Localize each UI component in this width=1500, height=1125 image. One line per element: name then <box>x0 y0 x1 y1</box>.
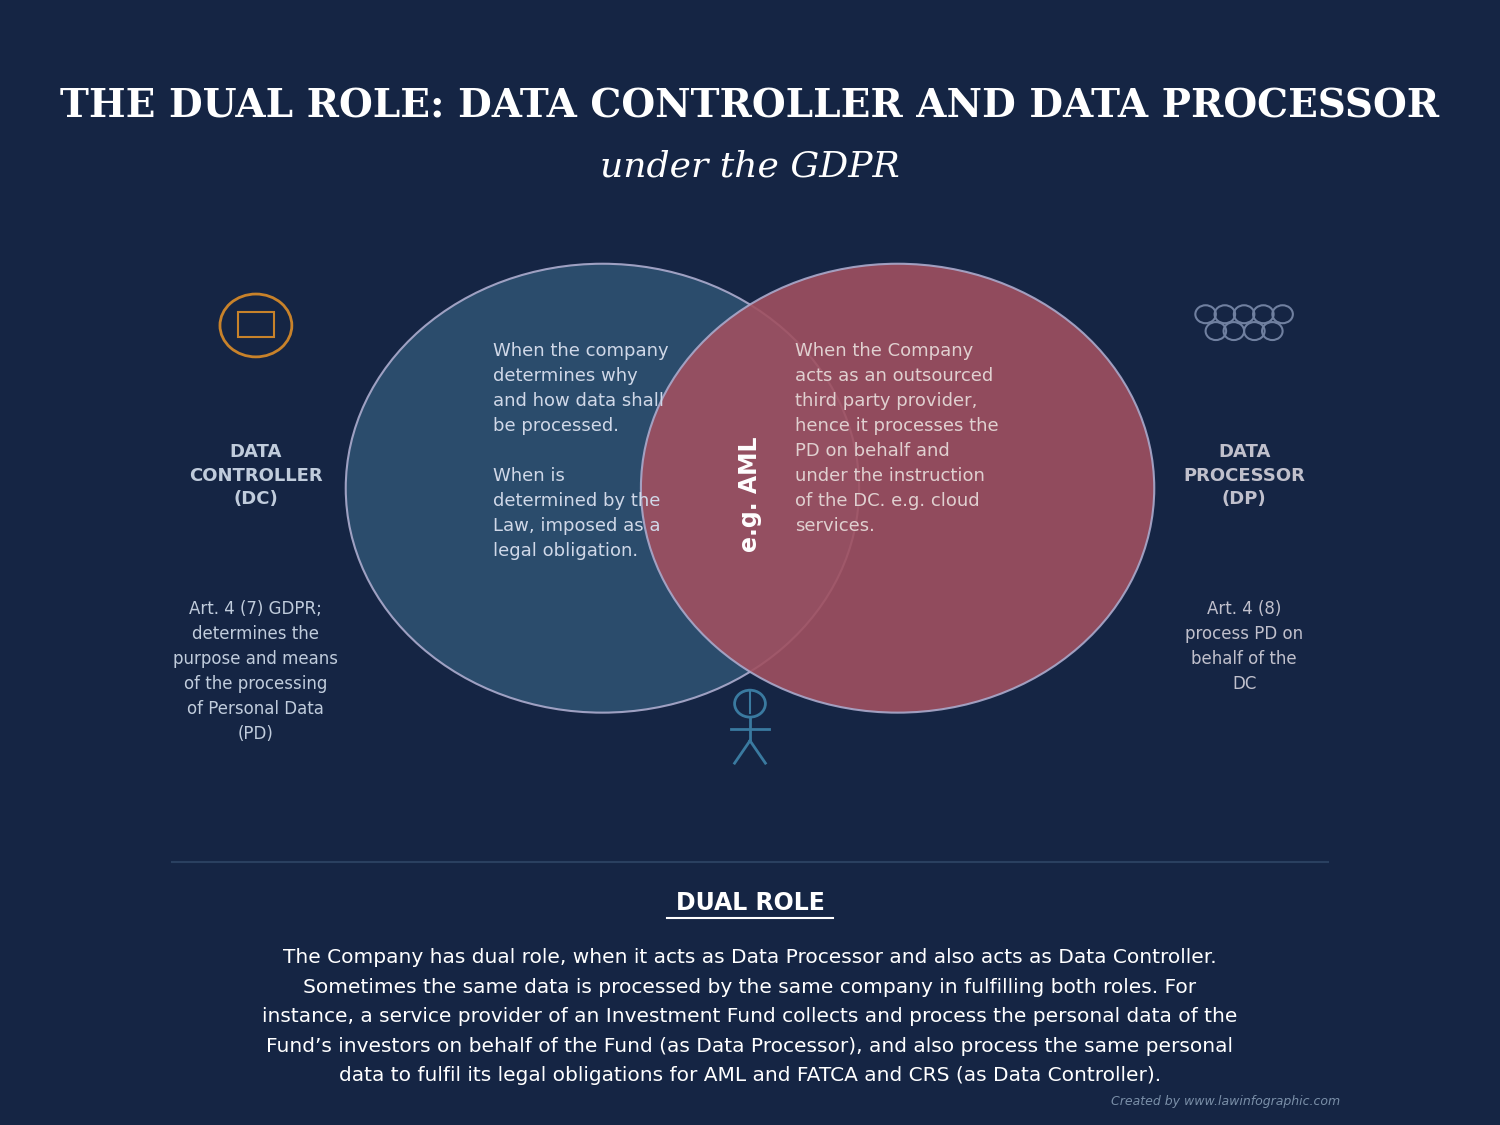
Text: The Company has dual role, when it acts as Data Processor and also acts as Data : The Company has dual role, when it acts … <box>262 948 1238 1086</box>
Circle shape <box>640 263 1155 712</box>
Text: DATA
CONTROLLER
(DC): DATA CONTROLLER (DC) <box>189 443 322 508</box>
Text: Art. 4 (7) GDPR;
determines the
purpose and means
of the processing
of Personal : Art. 4 (7) GDPR; determines the purpose … <box>174 601 339 744</box>
Text: under the GDPR: under the GDPR <box>600 150 900 183</box>
Text: e.g. AML: e.g. AML <box>738 436 762 551</box>
Circle shape <box>345 263 860 712</box>
Text: When the Company
acts as an outsourced
third party provider,
hence it processes : When the Company acts as an outsourced t… <box>795 342 999 536</box>
Text: THE DUAL ROLE: DATA CONTROLLER AND DATA PROCESSOR: THE DUAL ROLE: DATA CONTROLLER AND DATA … <box>60 88 1440 126</box>
Text: When the company
determines why
and how data shall
be processed.

When is
determ: When the company determines why and how … <box>494 342 669 560</box>
Text: Created by www.lawinfographic.com: Created by www.lawinfographic.com <box>1112 1095 1341 1108</box>
Text: Art. 4 (8)
process PD on
behalf of the
DC: Art. 4 (8) process PD on behalf of the D… <box>1185 601 1304 693</box>
Text: DUAL ROLE: DUAL ROLE <box>675 891 825 916</box>
Text: DATA
PROCESSOR
(DP): DATA PROCESSOR (DP) <box>1184 443 1305 508</box>
